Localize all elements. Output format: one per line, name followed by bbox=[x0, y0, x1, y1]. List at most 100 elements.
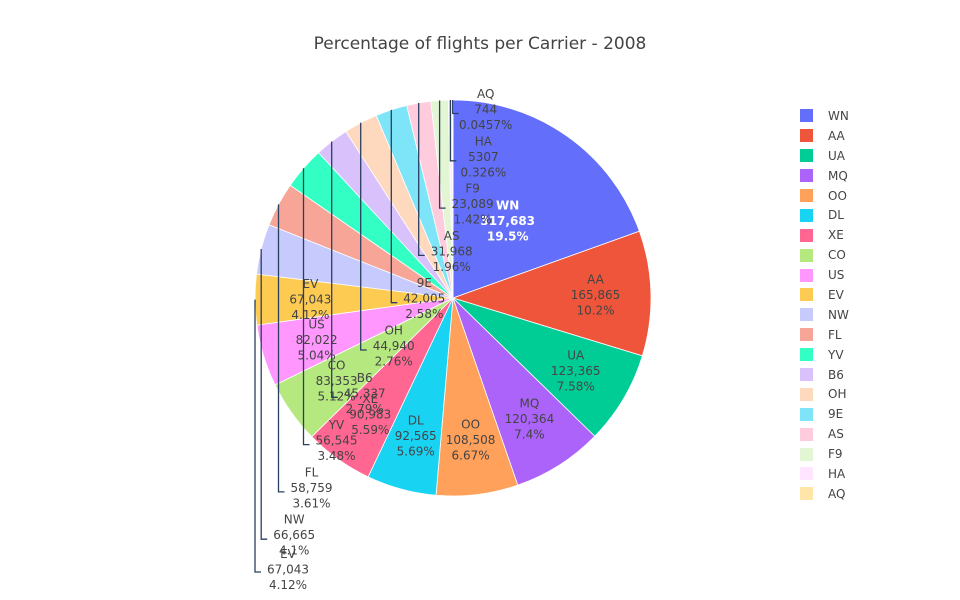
slice-label-wn: WN 317,683 19.5% bbox=[480, 198, 535, 243]
legend-label: OO bbox=[828, 188, 847, 203]
leader-line-f9 bbox=[438, 100, 446, 209]
legend-item-wn[interactable]: WN bbox=[800, 106, 849, 126]
legend-item-dl[interactable]: DL bbox=[800, 205, 849, 225]
pie-slice-ua[interactable] bbox=[452, 297, 643, 437]
legend-label: B6 bbox=[828, 367, 844, 382]
slice-label-nw: NW 66,665 4.1% bbox=[273, 513, 315, 558]
legend-item-fl[interactable]: FL bbox=[800, 325, 849, 345]
slice-label-ha: HA 5307 0.326% bbox=[461, 134, 507, 179]
legend-swatch bbox=[800, 208, 813, 222]
legend-label: US bbox=[828, 268, 845, 283]
legend-swatch bbox=[800, 447, 813, 461]
legend-item-mq[interactable]: MQ bbox=[800, 166, 849, 186]
legend-item-ev[interactable]: EV bbox=[800, 285, 849, 305]
slice-label-as: AS 31,968 1.96% bbox=[431, 229, 473, 274]
legend-swatch bbox=[800, 487, 813, 501]
legend-swatch bbox=[800, 268, 813, 282]
leader-line-as bbox=[418, 103, 425, 257]
slice-label-xe: XE 90,983 5.59% bbox=[349, 392, 391, 437]
legend-label: XE bbox=[828, 228, 844, 243]
leader-line-oh bbox=[360, 122, 367, 351]
legend-label: WN bbox=[828, 108, 849, 123]
slice-label-yv: YV 56,545 3.48% bbox=[316, 418, 358, 463]
legend-item-ha[interactable]: HA bbox=[800, 464, 849, 484]
pie-slice-aa[interactable] bbox=[451, 230, 652, 357]
slice-label-oo: OO 108,508 6.67% bbox=[446, 418, 496, 463]
pie-slice-wn[interactable] bbox=[452, 99, 640, 299]
leader-line-nw bbox=[260, 249, 268, 540]
slice-label-aa: AA 165,865 10.2% bbox=[571, 273, 621, 318]
legend-item-nw[interactable]: NW bbox=[800, 305, 849, 325]
legend-label: AQ bbox=[828, 486, 846, 501]
legend-label: NW bbox=[828, 307, 849, 322]
slice-label-oh: OH 44,940 2.76% bbox=[373, 324, 415, 369]
legend-item-us[interactable]: US bbox=[800, 265, 849, 285]
legend-label: DL bbox=[828, 208, 844, 223]
slice-label-co: CO 83,353 5.12% bbox=[316, 358, 358, 403]
legend-swatch bbox=[800, 387, 813, 401]
slice-label-ev: EV 67,043 4.12% bbox=[289, 277, 331, 322]
legend-label: OH bbox=[828, 387, 847, 402]
legend-swatch bbox=[800, 328, 813, 342]
legend-item-oo[interactable]: OO bbox=[800, 186, 849, 206]
slice-label-dl: DL 92,565 5.69% bbox=[395, 414, 437, 459]
legend-label: AS bbox=[828, 427, 844, 442]
slice-label-ua: UA 123,365 7.58% bbox=[551, 349, 601, 394]
legend-swatch bbox=[800, 129, 813, 143]
leader-line-yv bbox=[302, 168, 310, 446]
slice-label-us: US 82,022 5.04% bbox=[296, 318, 338, 363]
legend-swatch bbox=[800, 427, 813, 441]
chart-title: Percentage of flights per Carrier - 2008 bbox=[313, 34, 647, 54]
slice-label-mq: MQ 120,364 7.4% bbox=[505, 396, 555, 441]
leader-line-9e bbox=[390, 109, 398, 304]
leader-line-aq bbox=[452, 100, 459, 115]
legend-swatch bbox=[800, 149, 813, 163]
legend-swatch bbox=[800, 248, 813, 262]
slice-label-f9: F9 23,089 1.42% bbox=[452, 182, 494, 227]
legend-label: CO bbox=[828, 248, 846, 263]
legend-item-yv[interactable]: YV bbox=[800, 345, 849, 365]
legend-label: HA bbox=[828, 466, 846, 481]
legend-swatch bbox=[800, 228, 813, 242]
legend-swatch bbox=[800, 308, 813, 322]
legend-swatch bbox=[800, 467, 813, 481]
leader-line-b6 bbox=[331, 141, 338, 398]
legend-label: AA bbox=[828, 128, 845, 143]
legend: WN AA UA MQ OO DL XE CO US EV NW FL YV B6 OH 9E AS F9 HA AQ bbox=[800, 106, 849, 504]
legend-item-b6[interactable]: B6 bbox=[800, 365, 849, 385]
legend-swatch bbox=[800, 288, 813, 302]
leader-line-ha bbox=[449, 100, 457, 162]
legend-item-f9[interactable]: F9 bbox=[800, 444, 849, 464]
legend-item-ua[interactable]: UA bbox=[800, 146, 849, 166]
slice-label-b6: B6 45,337 2.79% bbox=[344, 371, 386, 416]
slice-label-9e: 9E 42,005 2.58% bbox=[403, 276, 445, 321]
legend-swatch bbox=[800, 348, 813, 362]
slice-labels: WN 317,683 19.5% AA 165,865 10.2% UA 123,365 7.5… bbox=[267, 87, 620, 592]
legend-label: EV bbox=[828, 287, 844, 302]
legend-label: UA bbox=[828, 148, 845, 163]
leader-line-ev bbox=[254, 299, 261, 573]
slice-label-aq: AQ 744 0.0457% bbox=[459, 87, 512, 132]
slice-label-fl: FL 58,759 3.61% bbox=[291, 465, 333, 510]
legend-label: F9 bbox=[828, 447, 843, 462]
legend-label: YV bbox=[828, 347, 844, 362]
legend-item-aq[interactable]: AQ bbox=[800, 484, 849, 504]
legend-item-9e[interactable]: 9E bbox=[800, 404, 849, 424]
legend-swatch bbox=[800, 169, 813, 183]
legend-swatch bbox=[800, 189, 813, 202]
slice-label-ev: EV 67,043 4.12% bbox=[267, 547, 309, 592]
leader-line-fl bbox=[277, 204, 285, 493]
legend-label: MQ bbox=[828, 168, 848, 183]
legend-item-co[interactable]: CO bbox=[800, 245, 849, 265]
legend-swatch bbox=[800, 407, 813, 421]
legend-item-aa[interactable]: AA bbox=[800, 126, 849, 146]
legend-swatch bbox=[800, 109, 813, 123]
legend-item-as[interactable]: AS bbox=[800, 424, 849, 444]
legend-label: 9E bbox=[828, 407, 844, 422]
legend-item-xe[interactable]: XE bbox=[800, 225, 849, 245]
legend-label: FL bbox=[828, 327, 842, 342]
legend-swatch bbox=[800, 368, 813, 382]
legend-item-oh[interactable]: OH bbox=[800, 384, 849, 404]
